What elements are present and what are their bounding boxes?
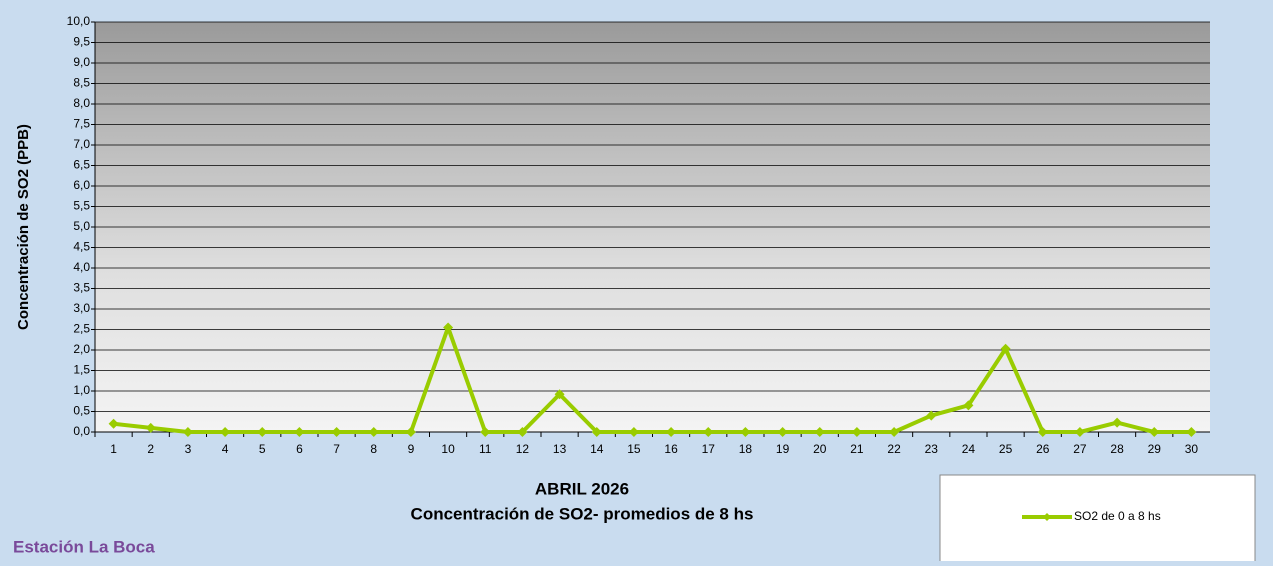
y-tick-label: 2,5 [73,322,90,336]
x-tick-label: 14 [590,442,604,456]
x-tick-label: 18 [739,442,753,456]
x-tick-label: 26 [1036,442,1050,456]
y-tick-label: 1,0 [73,383,90,397]
y-tick-label: 10,0 [67,14,91,28]
y-tick-label: 6,5 [73,158,90,172]
x-tick-label: 3 [185,442,192,456]
y-tick-label: 4,0 [73,260,90,274]
y-tick-label: 3,0 [73,301,90,315]
x-tick-label: 8 [370,442,377,456]
x-tick-label: 6 [296,442,303,456]
y-tick-label: 1,5 [73,363,90,377]
x-tick-label: 13 [553,442,567,456]
y-tick-label: 8,0 [73,96,90,110]
y-axis-title: Concentración de SO2 (PPB) [15,124,32,330]
x-tick-label: 19 [776,442,790,456]
x-tick-label: 7 [333,442,340,456]
y-tick-label: 2,0 [73,342,90,356]
x-tick-label: 20 [813,442,827,456]
x-tick-label: 5 [259,442,266,456]
subtitle: Concentración de SO2- promedios de 8 hs [411,504,754,523]
y-tick-label: 8,5 [73,76,90,90]
y-tick-label: 9,0 [73,55,90,69]
page: {"chart_data": {"type": "line", "y_label… [0,0,1273,561]
y-tick-label: 5,5 [73,199,90,213]
x-tick-label: 9 [408,442,415,456]
grid [95,22,1210,432]
x-tick-label: 21 [850,442,864,456]
y-tick-label: 0,0 [73,424,90,438]
x-tick-label: 22 [887,442,901,456]
y-tick-label: 0,5 [73,404,90,418]
station-label: Estación La Boca [13,537,155,556]
x-axis-title: ABRIL 2026 [535,479,629,498]
x-tick-label: 24 [962,442,976,456]
x-tick-label: 27 [1073,442,1087,456]
x-tick-label: 4 [222,442,229,456]
x-tick-label: 17 [702,442,716,456]
x-tick-label: 29 [1148,442,1162,456]
x-tick-label: 16 [664,442,678,456]
x-tick-label: 11 [479,442,492,456]
chart: Concentración de SO2 (PPB) ABRIL 2026 Co… [0,0,1273,561]
y-tick-label: 4,5 [73,240,90,254]
y-tick-label: 3,5 [73,281,90,295]
x-tick-label: 23 [925,442,939,456]
legend-label: SO2 de 0 a 8 hs [1074,509,1161,523]
x-tick-label: 2 [147,442,154,456]
x-tick-label: 10 [441,442,455,456]
x-tick-label: 1 [110,442,117,456]
y-tick-label: 7,0 [73,137,90,151]
y-tick-label: 6,0 [73,178,90,192]
x-tick-label: 28 [1110,442,1124,456]
y-tick-label: 9,5 [73,35,90,49]
x-tick-label: 12 [516,442,530,456]
y-tick-label: 7,5 [73,117,90,131]
x-tick-label: 15 [627,442,641,456]
y-tick-label: 5,0 [73,219,90,233]
x-tick-label: 25 [999,442,1013,456]
x-tick-label: 30 [1185,442,1199,456]
